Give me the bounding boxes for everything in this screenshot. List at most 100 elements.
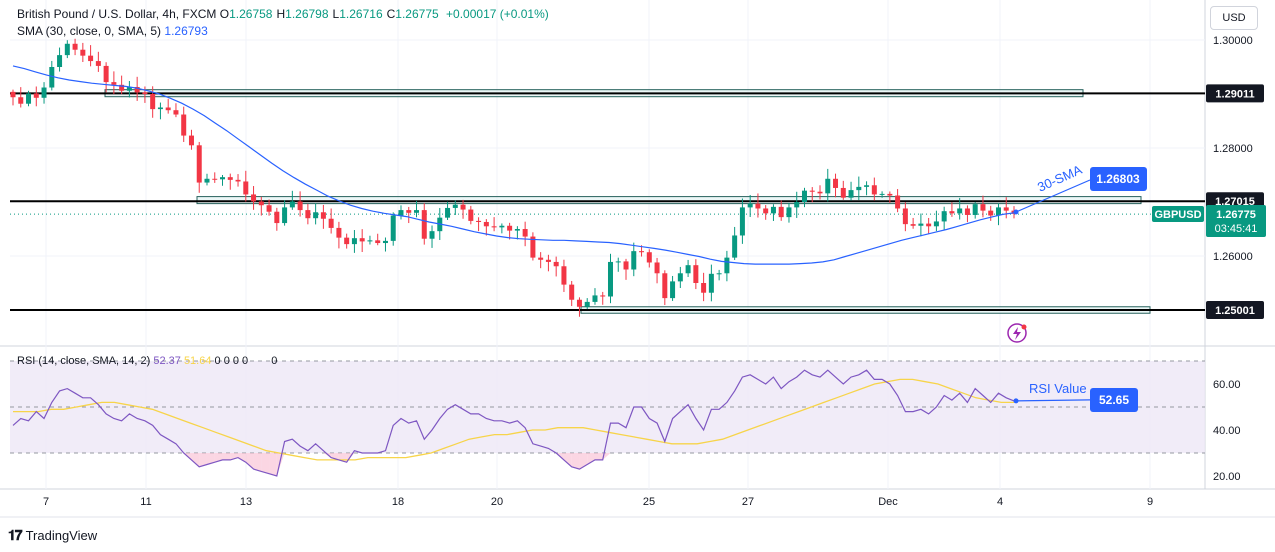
- candle-body: [732, 235, 738, 258]
- candle-body: [825, 178, 831, 194]
- candle-body: [406, 210, 412, 213]
- candle-body: [460, 204, 466, 210]
- candle-body: [833, 178, 839, 188]
- candle-body: [157, 107, 163, 110]
- candle-body: [856, 186, 862, 191]
- candle-body: [755, 203, 761, 209]
- candle-body: [600, 295, 606, 297]
- candle-body: [289, 201, 295, 208]
- candle-body: [677, 273, 683, 282]
- candle-body: [150, 94, 156, 110]
- candle-body: [949, 211, 955, 214]
- candle-body: [95, 61, 101, 66]
- lightning-icon-bolt: [1013, 327, 1021, 340]
- candle-body: [926, 223, 932, 227]
- candle-body: [972, 204, 978, 215]
- ohlc-key-h: H: [276, 7, 286, 21]
- candle-body: [119, 84, 125, 91]
- candle-body: [747, 203, 753, 208]
- candle-body: [584, 301, 590, 307]
- candle-body: [204, 178, 210, 183]
- sma-callout-label: 30-SMA: [1035, 162, 1084, 195]
- candle-body: [134, 86, 140, 93]
- ohlc-key-o: O: [219, 7, 230, 21]
- rsi-ma-line: [13, 378, 1014, 461]
- level-badge-label: 1.29011: [1215, 88, 1254, 100]
- candle-body: [801, 190, 807, 202]
- candle-body: [26, 93, 32, 104]
- rsi-oversold-fill: [571, 453, 580, 470]
- candle-body: [103, 65, 109, 83]
- candle-body: [716, 273, 722, 275]
- candle-body: [165, 107, 171, 111]
- candle-body: [739, 207, 745, 236]
- candle-body: [708, 273, 714, 293]
- rsi-tick-label: 20.00: [1213, 471, 1241, 483]
- sma-line: [12, 65, 1015, 265]
- candle-body: [251, 194, 257, 202]
- time-tick-label: 13: [240, 496, 252, 508]
- ohlc-value-l: 1.26716: [339, 7, 383, 21]
- price-badge-value: 1.26775: [1216, 209, 1256, 221]
- rsi-oversold-fill: [238, 453, 246, 463]
- sr-zone: [196, 196, 1142, 205]
- candle-body: [173, 110, 179, 115]
- candle-body: [243, 181, 249, 195]
- tradingview-logo: 𝟏𝟕 TradingView: [8, 527, 97, 544]
- rsi-label: RSI (14, close, SMA, 14, 2): [17, 355, 151, 367]
- candle-body: [553, 261, 559, 267]
- candle-body: [887, 193, 893, 196]
- candle-body: [491, 226, 497, 228]
- candle-body: [918, 223, 924, 226]
- candle-body: [142, 92, 148, 94]
- candle-body: [398, 210, 404, 216]
- candle-body: [941, 211, 947, 222]
- candle-body: [212, 178, 218, 180]
- ohlc-value-o: 1.26758: [229, 7, 273, 21]
- rsi-callout-badge: [1090, 388, 1138, 412]
- time-tick-label: 18: [392, 496, 404, 508]
- candle-body: [80, 49, 86, 56]
- candle-body: [359, 238, 365, 242]
- rsi-oversold-fill: [253, 453, 262, 472]
- candle-body: [235, 179, 241, 182]
- rsi-callout-dot: [1013, 398, 1019, 404]
- candle-body: [421, 210, 427, 239]
- rsi-oversold-fill: [245, 453, 254, 470]
- ohlc-value-h: 1.26798: [285, 7, 329, 21]
- candle-body: [313, 212, 319, 219]
- candle-body: [445, 207, 451, 218]
- candle-body: [615, 261, 621, 263]
- candle-body: [576, 299, 582, 307]
- candle-body: [569, 284, 575, 300]
- level-badge-label: 1.25001: [1215, 305, 1255, 317]
- candle-body: [794, 202, 800, 208]
- candle-body: [639, 251, 645, 253]
- rsi-callout-label: RSI Value: [1029, 381, 1087, 396]
- rsi-oversold-fill: [206, 453, 215, 465]
- currency-button[interactable]: USD: [1210, 6, 1258, 30]
- candle-body: [282, 207, 288, 224]
- rsi-oversold-fill: [563, 453, 572, 467]
- candle-body: [1003, 207, 1009, 211]
- candle-body: [879, 193, 885, 195]
- rsi-tail-value: 0: [271, 355, 278, 367]
- brand-name: TradingView: [25, 528, 98, 543]
- candle-body: [10, 91, 16, 98]
- candle-body: [414, 210, 420, 213]
- candle-body: [770, 206, 776, 214]
- rsi-oversold-fill: [594, 453, 603, 460]
- level-badge: [1206, 84, 1264, 103]
- price-tick-label: 1.28000: [1213, 143, 1253, 155]
- candle-body: [809, 190, 815, 192]
- candle-body: [188, 135, 194, 146]
- candle-body: [988, 210, 994, 216]
- candle-body: [64, 43, 70, 56]
- candle-body: [701, 283, 707, 293]
- symbol-badge: [1152, 206, 1204, 222]
- symbol-title: British Pound / U.S. Dollar, 4h, FXCM: [17, 7, 217, 21]
- ohlc-value-c: 1.26775: [395, 7, 439, 21]
- rsi-oversold-fill: [276, 453, 285, 476]
- symbol-badge-text: GBPUSD: [1154, 209, 1201, 221]
- price-legend: British Pound / U.S. Dollar, 4h, FXCM O1…: [17, 7, 549, 21]
